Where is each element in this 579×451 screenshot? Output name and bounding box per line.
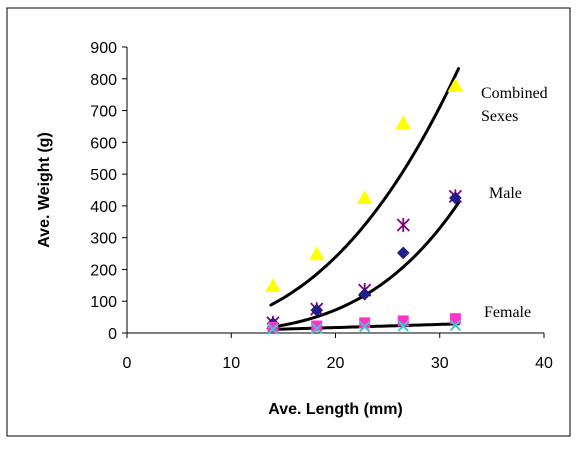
- square-marker: [311, 320, 323, 332]
- x-tick-label: 0: [123, 355, 132, 372]
- combined-curve-label: Combined: [481, 85, 548, 102]
- y-tick-label: 600: [90, 135, 117, 152]
- annotations: Combined Sexes Male Female: [481, 85, 548, 321]
- y-tick-label: 800: [90, 72, 117, 89]
- diamond-marker: [396, 246, 410, 260]
- triangle-marker: [356, 189, 373, 205]
- cross-marker: [358, 320, 371, 333]
- ticks: 0 100 200 300 400 500 600 700 800 900 0 10 20 30 40: [90, 40, 553, 372]
- triangle-marker: [395, 115, 412, 130]
- combined-trend-line: [269, 67, 461, 307]
- diamond-marker: [310, 303, 324, 317]
- combined-curve-label: Sexes: [481, 108, 518, 125]
- x-tick-label: 40: [535, 355, 553, 372]
- y-tick-label: 700: [90, 104, 117, 121]
- asterisk-marker: [396, 217, 410, 232]
- y-tick-label: 500: [90, 167, 117, 184]
- cross-marker: [311, 322, 323, 335]
- cross-marker: [397, 320, 409, 332]
- triangle-marker: [308, 246, 325, 261]
- markers: [265, 77, 464, 335]
- x-axis-title: Ave. Length (mm): [268, 401, 403, 418]
- triangle-marker: [447, 77, 464, 92]
- chart-area-border: [6, 7, 571, 437]
- diamond-marker: [358, 287, 372, 301]
- y-tick-label: 400: [90, 199, 117, 216]
- square-marker: [397, 315, 409, 327]
- cross-marker: [449, 319, 462, 332]
- y-tick-label: 0: [108, 326, 117, 343]
- x-tick-label: 20: [327, 355, 345, 372]
- square-marker: [267, 321, 279, 333]
- diamond-marker: [449, 191, 462, 205]
- y-tick-label: 900: [90, 40, 117, 57]
- x-tick-label: 30: [431, 355, 449, 372]
- triangle-marker: [265, 277, 281, 293]
- y-tick-label: 300: [90, 231, 117, 248]
- y-tick-label: 100: [90, 294, 117, 311]
- y-tick-label: 200: [90, 262, 117, 279]
- y-axis-title: Ave. Weight (g): [36, 132, 53, 248]
- male-curve-label: Male: [489, 185, 522, 202]
- female-curve-label: Female: [484, 304, 531, 321]
- square-marker: [449, 313, 461, 325]
- cross-marker: [267, 323, 279, 335]
- x-tick-label: 10: [222, 355, 240, 372]
